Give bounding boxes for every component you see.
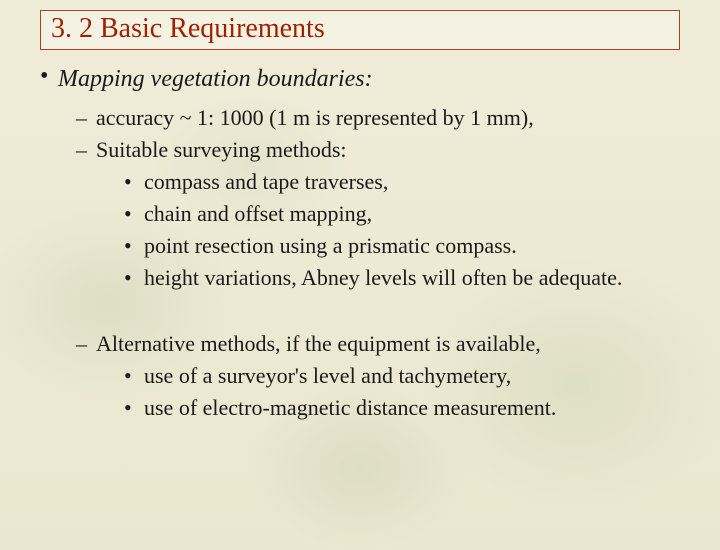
dash-item: Alternative methods, if the equipment is…: [76, 328, 690, 424]
main-item-label: Mapping vegetation boundaries:: [58, 66, 373, 92]
dot-item-text: use of electro-magnetic distance measure…: [144, 395, 556, 420]
dot-item-text: compass and tape traverses,: [144, 169, 388, 194]
dash-list-1: accuracy ~ 1: 1000 (1 m is represented b…: [58, 102, 690, 294]
dot-item-text: height variations, Abney levels will oft…: [144, 265, 622, 290]
dash-item-text: Suitable surveying methods:: [96, 137, 347, 162]
vertical-gap: [58, 294, 690, 320]
dot-item-text: point resection using a prismatic compas…: [144, 233, 517, 258]
dot-item: height variations, Abney levels will oft…: [124, 262, 690, 294]
dot-item-text: chain and offset mapping,: [144, 201, 372, 226]
dash-item-text: accuracy ~ 1: 1000 (1 m is represented b…: [96, 105, 534, 130]
dot-item: chain and offset mapping,: [124, 198, 690, 230]
dot-item-text: use of a surveyor's level and tachymeter…: [144, 363, 511, 388]
section-title: 3. 2 Basic Requirements: [51, 13, 669, 45]
dot-item: use of electro-magnetic distance measure…: [124, 392, 690, 424]
dot-item: use of a surveyor's level and tachymeter…: [124, 360, 690, 392]
dot-item: compass and tape traverses,: [124, 166, 690, 198]
dash-item: Suitable surveying methods: compass and …: [76, 134, 690, 294]
dot-list-2: use of a surveyor's level and tachymeter…: [96, 360, 690, 424]
dot-item: point resection using a prismatic compas…: [124, 230, 690, 262]
section-title-box: 3. 2 Basic Requirements: [40, 10, 680, 50]
dot-list-1: compass and tape traverses, chain and of…: [96, 166, 690, 294]
dash-list-2: Alternative methods, if the equipment is…: [58, 328, 690, 424]
dash-item: accuracy ~ 1: 1000 (1 m is represented b…: [76, 102, 690, 134]
slide-content: Mapping vegetation boundaries: accuracy …: [0, 64, 720, 424]
top-bullet-list: Mapping vegetation boundaries: accuracy …: [30, 64, 690, 424]
main-list-item: Mapping vegetation boundaries: accuracy …: [34, 64, 690, 424]
dash-item-text: Alternative methods, if the equipment is…: [96, 331, 541, 356]
